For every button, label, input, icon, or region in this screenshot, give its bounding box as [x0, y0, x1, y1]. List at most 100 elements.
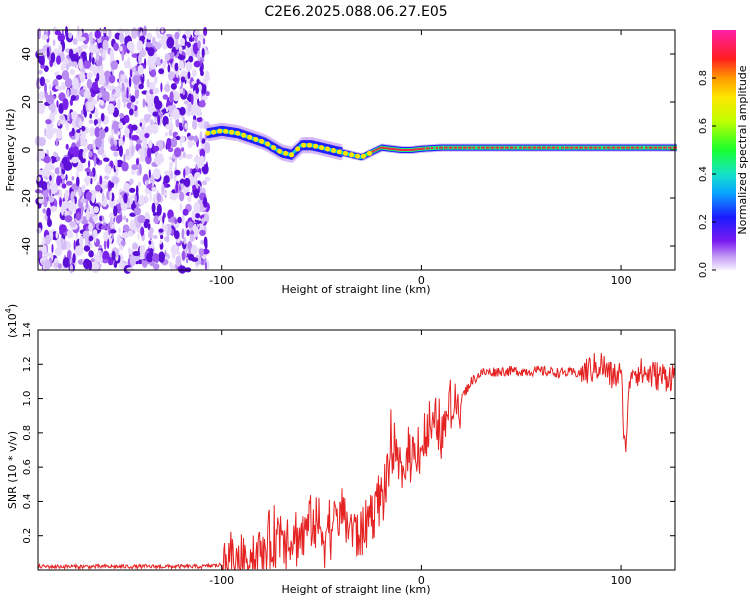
noise-cell — [178, 252, 181, 257]
noise-cell — [120, 240, 126, 246]
noise-cell — [170, 244, 179, 256]
noise-cell — [74, 196, 77, 205]
signal-dot — [265, 141, 271, 147]
noise-cell — [196, 117, 203, 123]
noise-cell — [175, 182, 179, 194]
noise-cell — [181, 212, 185, 225]
spectrogram-x-label: Height of straight line (km) — [281, 283, 430, 296]
noise-cell — [198, 100, 206, 108]
noise-cell — [137, 181, 142, 188]
colorbar-tick-label: 0.4 — [698, 166, 709, 182]
noise-cell — [90, 258, 95, 263]
noise-cell — [102, 49, 107, 58]
noise-cell — [198, 248, 205, 256]
noise-cell — [169, 113, 173, 123]
noise-cell — [190, 230, 195, 236]
noise-cell — [41, 34, 49, 40]
noise-cell — [71, 176, 75, 181]
noise-cell — [166, 106, 169, 113]
noise-cell — [44, 162, 52, 174]
noise-cell — [185, 153, 193, 160]
noise-cell — [62, 200, 69, 210]
noise-cell — [145, 180, 149, 185]
noise-cell — [124, 28, 129, 37]
noise-cell — [112, 90, 115, 95]
noise-cell — [49, 188, 52, 197]
noise-cell — [56, 175, 61, 186]
noise-cell — [170, 263, 173, 272]
noise-cell — [175, 135, 181, 141]
noise-cell — [58, 92, 66, 102]
noise-cell — [103, 175, 110, 180]
noise-cell — [60, 63, 65, 72]
noise-cell — [147, 47, 155, 57]
noise-cell — [76, 176, 80, 187]
noise-cell — [143, 147, 148, 157]
y-tick-label: 0.2 — [22, 528, 33, 544]
noise-cell — [85, 191, 93, 201]
noise-cell — [50, 101, 56, 114]
noise-cell — [82, 230, 90, 240]
noise-cell — [165, 224, 168, 235]
noise-cell — [82, 150, 86, 159]
noise-cell — [84, 168, 91, 172]
noise-cell — [88, 222, 93, 232]
noise-cell — [42, 189, 49, 198]
noise-cell — [177, 60, 185, 70]
noise-cell — [144, 218, 150, 224]
noise-cell — [184, 122, 188, 130]
noise-cell — [102, 259, 109, 264]
noise-cell — [122, 134, 125, 142]
noise-cell — [174, 31, 180, 40]
noise-cell — [201, 163, 209, 175]
noise-cell — [187, 71, 191, 79]
noise-cell — [102, 250, 110, 262]
x-tick-label: 100 — [611, 274, 632, 287]
noise-cell — [134, 84, 139, 90]
noise-cell — [185, 221, 189, 229]
noise-cell — [199, 131, 203, 142]
noise-cell — [129, 219, 136, 231]
noise-cell — [131, 134, 140, 141]
noise-cell — [70, 191, 75, 203]
colorbar-gradient — [712, 30, 736, 270]
noise-cell — [43, 78, 50, 84]
noise-cell — [151, 253, 160, 263]
noise-cell — [65, 62, 70, 71]
noise-cell — [197, 34, 205, 40]
noise-cell — [150, 69, 157, 78]
noise-cell — [119, 45, 123, 52]
noise-cell — [75, 212, 82, 221]
noise-cell — [148, 240, 152, 245]
noise-cell — [186, 101, 189, 114]
noise-cell — [71, 77, 79, 90]
colorbar-tick-label: 0.2 — [698, 214, 709, 230]
signal-dot — [235, 130, 241, 136]
noise-cell — [92, 81, 99, 92]
noise-cell — [149, 190, 152, 202]
noise-cell — [113, 205, 118, 217]
noise-cell — [173, 147, 182, 158]
noise-cell — [87, 143, 95, 151]
noise-cell — [188, 37, 194, 43]
noise-cell — [129, 187, 136, 193]
noise-cell — [162, 215, 165, 224]
noise-cell — [197, 50, 201, 61]
noise-cell — [138, 197, 146, 206]
noise-cell — [166, 137, 172, 150]
spectrogram-panel: -100 0 100 -40 -20 0 20 40 Height of straight … — [4, 25, 677, 296]
noise-cell — [96, 95, 100, 102]
noise-cell — [193, 135, 199, 143]
noise-cell — [70, 68, 75, 76]
noise-cell — [187, 221, 194, 228]
noise-cell — [160, 34, 168, 45]
noise-cell — [109, 182, 115, 189]
signal-dot — [301, 142, 307, 148]
noise-cell — [146, 90, 149, 103]
x-tick-label: -100 — [209, 574, 234, 587]
noise-cell — [152, 168, 161, 180]
noise-cell — [66, 189, 70, 198]
noise-cell — [59, 224, 67, 233]
noise-cell — [123, 193, 128, 204]
signal-dot — [289, 152, 295, 158]
